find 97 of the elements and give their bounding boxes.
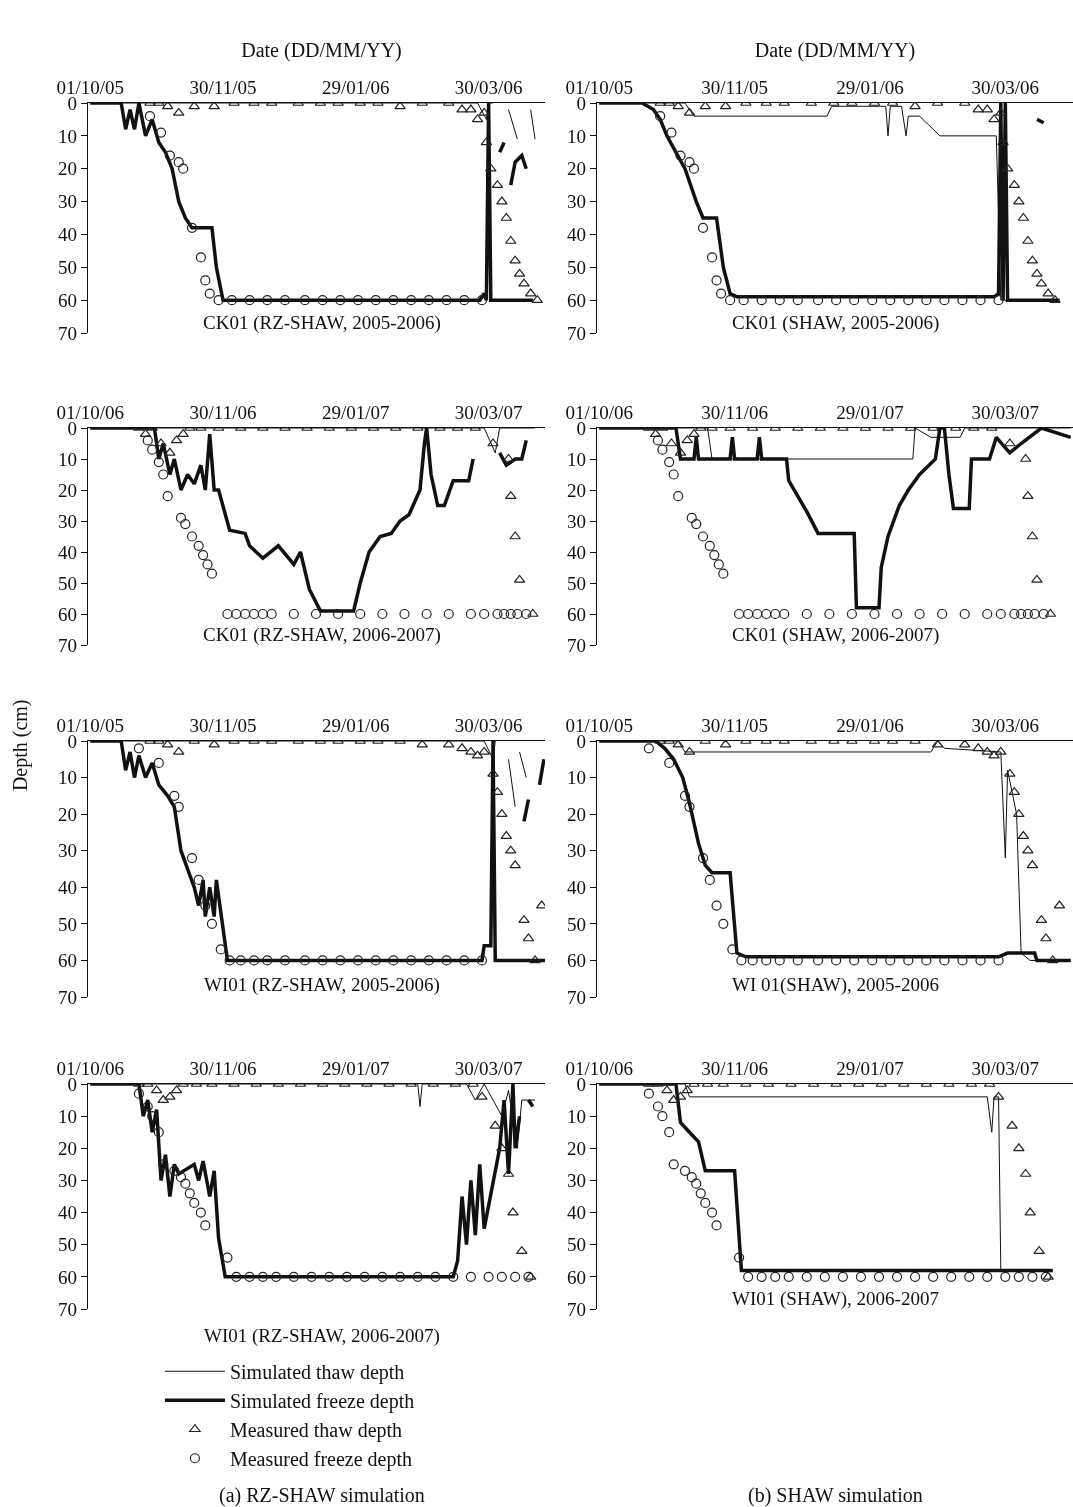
x-tick-label: 29/01/07 — [322, 402, 390, 424]
y-tick-label: 10 — [567, 1105, 586, 1127]
x-tick-label: 29/01/06 — [322, 715, 390, 737]
text: CK01 (RZ-SHAW, 2006-2007) — [203, 624, 441, 646]
y-tick-label: 50 — [58, 256, 77, 278]
y-tick-label: 40 — [567, 1202, 586, 1224]
y-axis-title: Depth (cm) — [8, 699, 32, 792]
y-tick-label: 50 — [567, 256, 586, 278]
y-tick-label: 50 — [58, 913, 77, 935]
x-tick-label: 30/11/05 — [701, 715, 769, 737]
x-tick-label: 29/01/07 — [836, 402, 904, 424]
x-tick-label: 29/01/06 — [322, 77, 390, 99]
text: (a) RZ-SHAW simulation — [219, 1484, 425, 1507]
legend-label: Measured freeze depth — [229, 1448, 413, 1472]
x-tick-label: 29/01/07 — [322, 1058, 390, 1080]
y-tick-label: 10 — [58, 125, 77, 147]
x-tick-label: 29/01/07 — [836, 1058, 904, 1080]
y-tick-label: 10 — [58, 448, 77, 470]
y-tick-label: 70 — [58, 986, 77, 1008]
x-tick-label: 30/03/06 — [454, 77, 523, 99]
text: WI01 (SHAW), 2006-2007 — [732, 1288, 939, 1310]
x-tick-label: 30/11/06 — [189, 1058, 257, 1080]
y-tick-label: 10 — [567, 448, 586, 470]
y-tick-label: 10 — [567, 767, 586, 789]
y-tick-label: 60 — [58, 603, 77, 625]
x-tick-label: 30/03/07 — [454, 402, 523, 424]
text: CK01 (RZ-SHAW, 2005-2006) — [203, 312, 441, 334]
y-tick-label: 40 — [567, 224, 586, 246]
y-tick-label: 20 — [567, 803, 586, 825]
y-tick-label: 20 — [567, 158, 586, 180]
y-tick-label: 20 — [58, 479, 77, 501]
x-tick-label: 29/01/06 — [836, 77, 904, 99]
y-tick-label: 70 — [58, 634, 77, 656]
y-tick-label: 30 — [58, 191, 77, 213]
y-tick-label: 30 — [58, 510, 77, 532]
y-tick-label: 30 — [567, 191, 586, 213]
y-tick-label: 70 — [567, 634, 586, 656]
text: (b) SHAW simulation — [748, 1484, 923, 1507]
x-tick-label: 30/11/05 — [189, 715, 257, 737]
y-tick-label: 40 — [58, 541, 77, 563]
legend-label: Measured thaw depth — [229, 1419, 403, 1443]
y-tick-label: 60 — [567, 289, 586, 311]
x-tick-label: 30/03/06 — [971, 715, 1040, 737]
x-tick-label: 30/11/05 — [701, 77, 769, 99]
y-tick-label: 50 — [567, 1234, 586, 1256]
y-tick-label: 40 — [58, 1202, 77, 1224]
y-tick-label: 30 — [567, 840, 586, 862]
y-tick-label: 10 — [58, 767, 77, 789]
y-tick-label: 20 — [58, 803, 77, 825]
x-tick-label: 30/03/06 — [971, 77, 1040, 99]
y-tick-label: 30 — [567, 510, 586, 532]
x-tick-label: 30/11/06 — [701, 402, 769, 424]
x-tick-label: 30/11/06 — [189, 402, 257, 424]
y-tick-label: 50 — [58, 572, 77, 594]
y-tick-label: 20 — [58, 158, 77, 180]
y-tick-label: 50 — [58, 1234, 77, 1256]
x-tick-label: 30/03/07 — [971, 1058, 1040, 1080]
y-tick-label: 40 — [567, 876, 586, 898]
legend-label: Simulated freeze depth — [229, 1390, 415, 1414]
y-tick-label: 50 — [567, 572, 586, 594]
y-tick-label: 40 — [567, 541, 586, 563]
x-tick-label: 30/11/05 — [189, 77, 257, 99]
y-tick-label: 60 — [567, 603, 586, 625]
y-tick-label: 30 — [58, 840, 77, 862]
y-tick-label: 70 — [567, 322, 586, 344]
y-tick-label: 70 — [58, 322, 77, 344]
text: WI 01(SHAW), 2005-2006 — [732, 974, 939, 996]
x-axis-title: Date (DD/MM/YY) — [241, 38, 402, 62]
x-tick-label: 30/03/06 — [454, 715, 523, 737]
y-tick-label: 30 — [58, 1170, 77, 1192]
y-tick-label: 20 — [58, 1137, 77, 1159]
x-tick-label: 30/03/07 — [971, 402, 1040, 424]
y-tick-label: 10 — [567, 125, 586, 147]
legend-label: Simulated thaw depth — [229, 1361, 405, 1385]
x-tick-label: 30/11/06 — [701, 1058, 769, 1080]
y-tick-label: 70 — [567, 1298, 586, 1320]
y-tick-label: 30 — [567, 1170, 586, 1192]
y-tick-label: 60 — [567, 1266, 586, 1288]
text: WI01 (RZ-SHAW, 2006-2007) — [204, 1325, 440, 1347]
x-tick-label: 29/01/06 — [836, 715, 904, 737]
text: CK01 (SHAW, 2005-2006) — [732, 312, 940, 334]
x-axis-title: Date (DD/MM/YY) — [754, 38, 916, 62]
y-tick-label: 20 — [567, 479, 586, 501]
y-tick-label: 70 — [567, 986, 586, 1008]
y-tick-label: 60 — [58, 950, 77, 972]
text: WI01 (RZ-SHAW, 2005-2006) — [204, 974, 440, 996]
y-tick-label: 70 — [58, 1298, 77, 1320]
y-tick-label: 60 — [567, 950, 586, 972]
y-tick-label: 50 — [567, 913, 586, 935]
x-tick-label: 30/03/07 — [454, 1058, 523, 1080]
y-tick-label: 60 — [58, 289, 77, 311]
y-tick-label: 10 — [58, 1105, 77, 1127]
y-tick-label: 40 — [58, 224, 77, 246]
y-tick-label: 20 — [567, 1137, 586, 1159]
text: CK01 (SHAW, 2006-2007) — [732, 624, 940, 646]
y-tick-label: 40 — [58, 876, 77, 898]
y-tick-label: 60 — [58, 1266, 77, 1288]
